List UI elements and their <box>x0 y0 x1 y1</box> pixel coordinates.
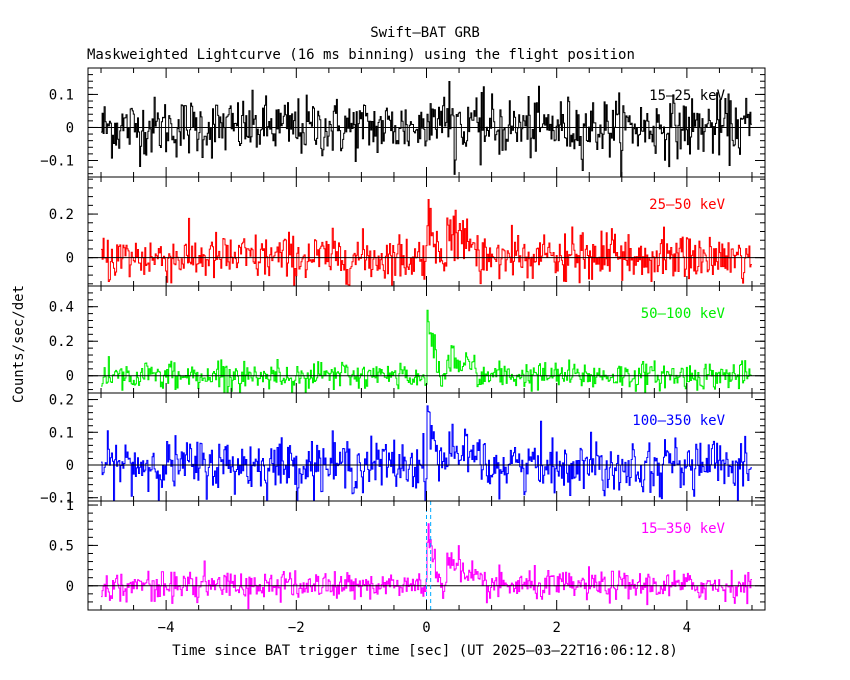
x-tick-label: 0 <box>422 620 430 636</box>
y-tick-label: 0 <box>66 369 74 385</box>
y-tick-label: 0.2 <box>49 207 74 223</box>
y-tick-label: 0 <box>66 579 74 595</box>
band-label: 15–25 keV <box>649 88 725 104</box>
panel-1: −0.1 0 0.1 15–25 keV <box>40 67 766 178</box>
y-tick-label: 0 <box>66 251 74 267</box>
panels-group: −0.1 0 0.1 15–25 keV 0 0.2 25–50 keV 0 0.2 0.4 50–… <box>40 67 766 611</box>
y-tick-label: 0.1 <box>49 425 74 441</box>
y-tick-label: 1 <box>66 498 74 514</box>
band-label: 25–50 keV <box>649 197 725 213</box>
x-axis: −4 −2 0 2 4 <box>158 620 691 636</box>
y-tick-label: 0 <box>66 120 74 136</box>
panel-5: 0 0.5 1 15–350 keV <box>49 498 766 611</box>
chart-title: Swift–BAT GRB <box>370 25 480 41</box>
x-axis-label: Time since BAT trigger time [sec] (UT 20… <box>172 643 678 659</box>
lightcurve-series <box>101 81 752 178</box>
lightcurve-series <box>101 309 752 394</box>
y-axis-label: Counts/sec/det <box>11 285 27 403</box>
y-tick-label: −0.1 <box>40 491 74 507</box>
y-tick-label: 0.2 <box>49 334 74 350</box>
chart-subtitle: Maskweighted Lightcurve (16 ms binning) … <box>87 47 635 63</box>
x-tick-label: 4 <box>683 620 691 636</box>
panel-2: 0 0.2 25–50 keV <box>49 176 766 287</box>
lightcurve-series <box>101 199 752 287</box>
y-tick-label: 0.4 <box>49 300 74 316</box>
band-label: 50–100 keV <box>641 306 726 322</box>
band-label: 100–350 keV <box>632 413 725 429</box>
y-tick-label: −0.1 <box>40 153 74 169</box>
x-tick-label: 2 <box>552 620 560 636</box>
y-tick-label: 0.5 <box>49 538 74 554</box>
y-tick-label: 0.2 <box>49 393 74 409</box>
y-tick-label: 0 <box>66 458 74 474</box>
lightcurve-series <box>101 405 752 502</box>
x-tick-label: −2 <box>288 620 305 636</box>
panel-3: 0 0.2 0.4 50–100 keV <box>49 285 766 394</box>
band-label: 15–350 keV <box>641 521 726 537</box>
panel-4: −0.1 0 0.1 0.2 100–350 keV <box>40 392 766 507</box>
x-tick-label: −4 <box>158 620 175 636</box>
y-tick-label: 0.1 <box>49 87 74 103</box>
